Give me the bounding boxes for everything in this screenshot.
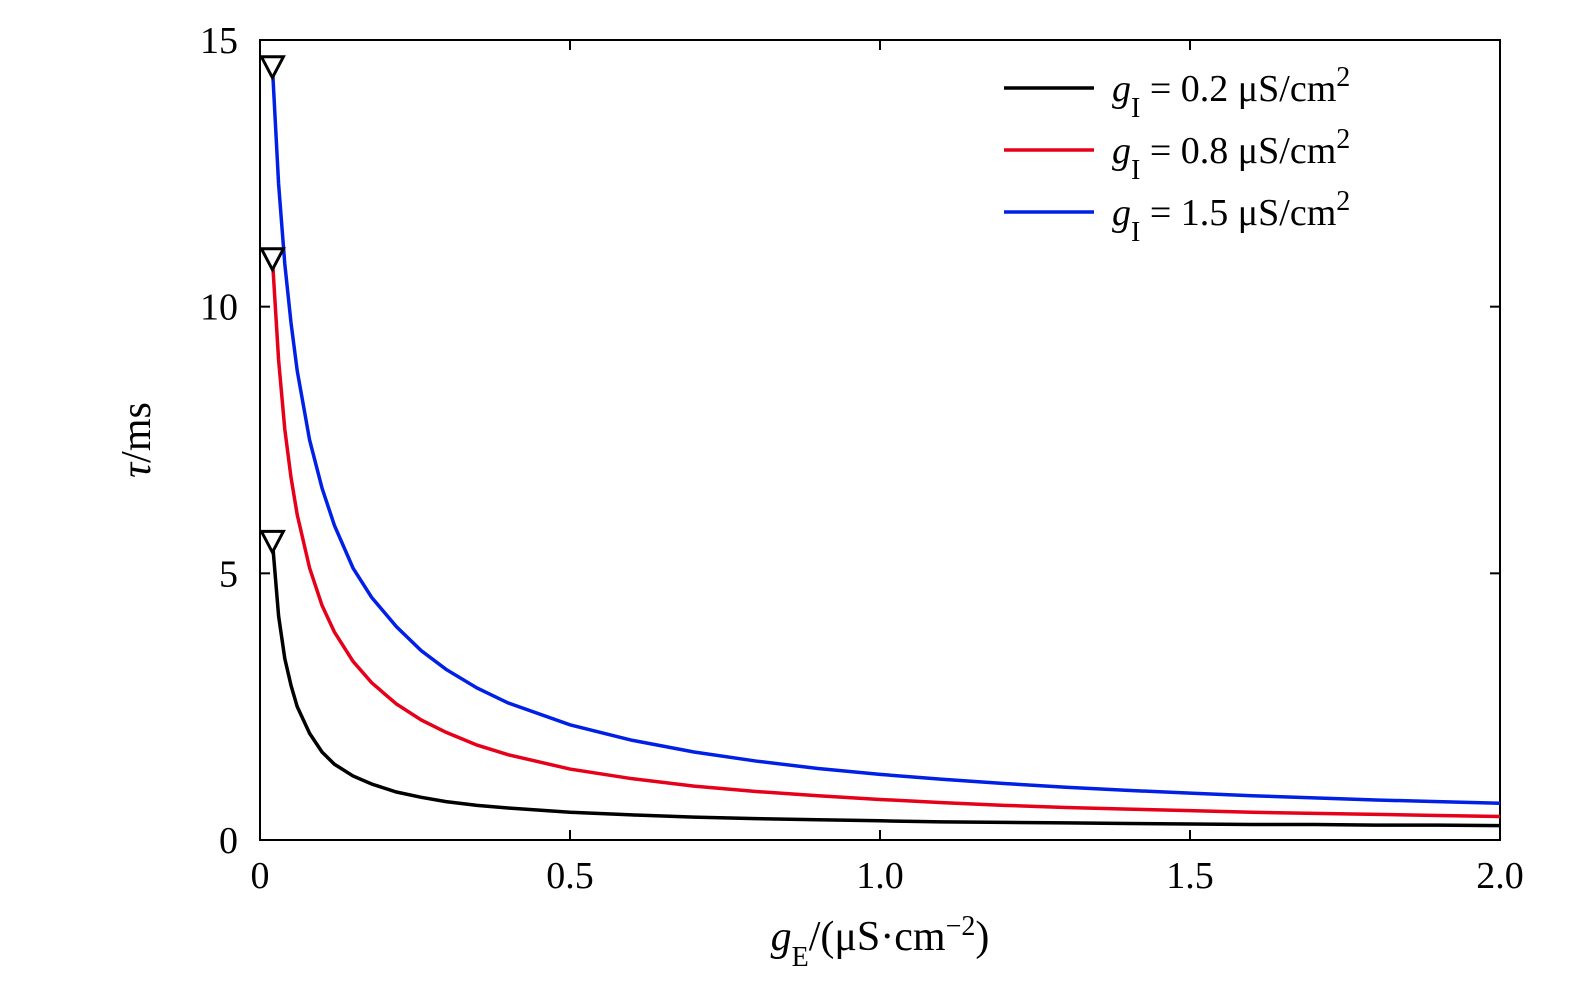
y-tick-label: 15 — [200, 20, 238, 62]
x-tick-label: 0 — [251, 855, 270, 897]
y-tick-label: 5 — [219, 553, 238, 595]
y-axis-label: τ/ms — [114, 402, 160, 478]
x-tick-label: 0.5 — [546, 855, 594, 897]
x-tick-label: 1.0 — [856, 855, 904, 897]
chart-container: 00.51.01.52.0051015gE/(μS·cm−2)τ/msgI = … — [0, 0, 1575, 984]
x-tick-label: 1.5 — [1166, 855, 1214, 897]
y-tick-label: 10 — [200, 287, 238, 329]
tau-vs-gE-chart: 00.51.01.52.0051015gE/(μS·cm−2)τ/msgI = … — [0, 0, 1575, 984]
y-tick-label: 0 — [219, 820, 238, 862]
x-tick-label: 2.0 — [1476, 855, 1524, 897]
